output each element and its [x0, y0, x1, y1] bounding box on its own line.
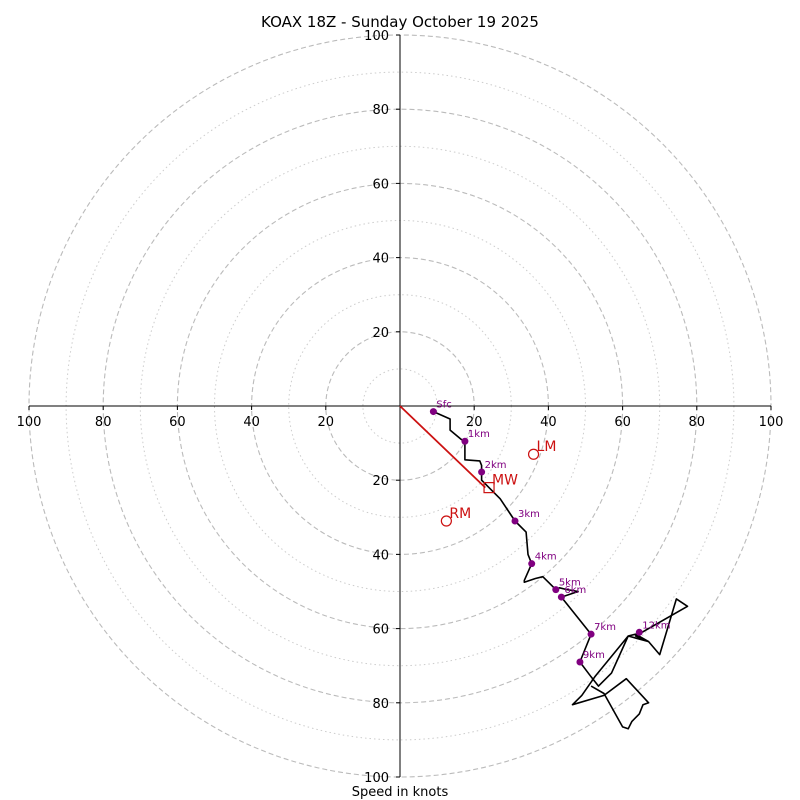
y-tick-label: 60: [372, 177, 389, 192]
y-tick-label: 100: [364, 29, 389, 44]
storm-label-LM: LM: [537, 439, 557, 455]
x-tick-label: 20: [466, 415, 483, 430]
mean-wind-vector: [399, 405, 486, 489]
x-tick-label: 20: [318, 415, 335, 430]
storm-marker-MW: [483, 482, 495, 494]
x-tick-label: 40: [540, 415, 557, 430]
y-tick-label: 40: [372, 548, 389, 563]
height-label-9km: 9km: [583, 650, 605, 661]
chart-title: KOAX 18Z - Sunday October 19 2025: [261, 13, 539, 31]
height-point-7km: [587, 630, 595, 638]
y-tick-label: 80: [372, 103, 389, 118]
x-tick-label: 80: [689, 415, 706, 430]
height-label-1km: 1km: [468, 429, 490, 440]
y-tick-label: 100: [364, 771, 389, 786]
storm-label-RM: RM: [449, 506, 471, 522]
height-point-1km: [461, 437, 469, 445]
y-tick-label: 60: [372, 623, 389, 638]
height-label-7km: 7km: [594, 622, 616, 633]
tick-labels: 100 80 60 40 20 20 40 60 80 100 100 80 60 40 20 20 40 60 8…: [17, 29, 784, 786]
storm-marker-RM: [440, 515, 452, 527]
height-point-5km: [552, 586, 560, 594]
hodograph-line: [433, 410, 689, 730]
height-label-5km: 5km: [559, 578, 581, 589]
mean-wind-line: [399, 405, 486, 489]
height-label-6km: 6km: [564, 585, 586, 596]
storm-label-MW: MW: [492, 473, 518, 489]
y-tick-label: 20: [372, 326, 389, 341]
storm-motion-markers: LM MW RM: [440, 439, 557, 527]
height-point-4km: [528, 560, 536, 568]
x-tick-label: 60: [614, 415, 631, 430]
y-tick-label: 20: [372, 474, 389, 489]
storm-marker-LM: [527, 448, 540, 460]
height-point-Sfc: [429, 408, 437, 416]
height-label-Sfc: Sfc: [436, 400, 451, 411]
x-tick-label: 100: [759, 415, 784, 430]
height-label-3km: 3km: [518, 509, 540, 520]
height-point-3km: [511, 517, 519, 525]
height-point-9km: [576, 658, 584, 666]
y-tick-label: 40: [372, 252, 389, 267]
height-point-2km: [478, 468, 486, 476]
hodograph-trace: [433, 410, 689, 730]
height-label-12km: 12km: [642, 620, 670, 631]
height-label-4km: 4km: [535, 552, 557, 563]
height-point-6km: [557, 593, 565, 601]
height-label-2km: 2km: [485, 460, 507, 471]
height-point-12km: [635, 628, 643, 636]
x-tick-label: 40: [243, 415, 260, 430]
x-tick-label: 60: [169, 415, 186, 430]
x-tick-label: 80: [95, 415, 112, 430]
x-tick-label: 100: [17, 415, 42, 430]
y-tick-label: 80: [372, 697, 389, 712]
x-axis-label: Speed in knots: [352, 785, 449, 800]
